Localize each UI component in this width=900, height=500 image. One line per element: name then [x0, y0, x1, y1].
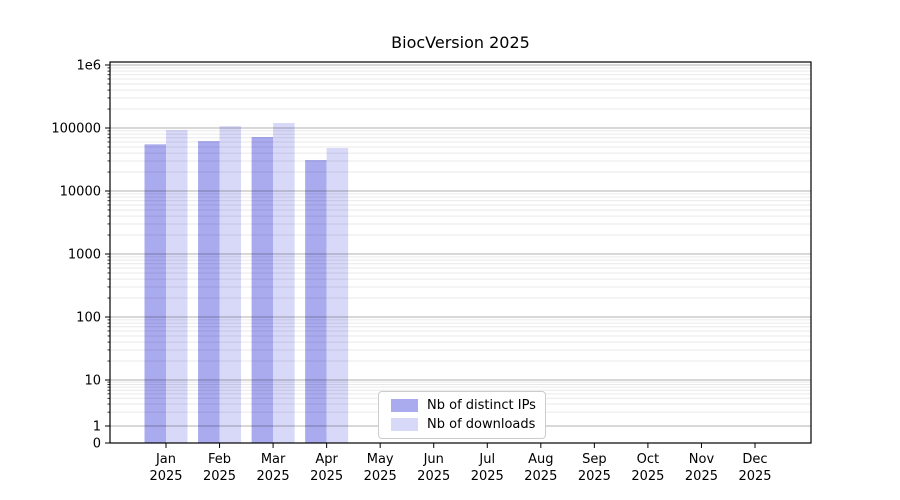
- y-tick-label: 1: [93, 420, 101, 435]
- y-tick-label: 100: [76, 311, 101, 326]
- legend-item-downloads: Nb of downloads: [391, 417, 537, 432]
- bar-downloads-feb: [219, 126, 242, 444]
- x-tick-label-year: 2025: [524, 469, 557, 484]
- x-tick-label-month: Mar: [261, 452, 286, 467]
- x-tick-label-month: Sep: [582, 452, 607, 467]
- legend-item-distinct-ips: Nb of distinct IPs: [391, 398, 537, 413]
- bar-downloads-apr: [326, 148, 349, 444]
- x-tick-label-month: Aug: [528, 452, 553, 467]
- legend-swatch-downloads: [391, 418, 418, 431]
- plot-border: [109, 61, 812, 444]
- x-tick-label-month: May: [367, 452, 394, 467]
- y-tick-label: 1e6: [76, 59, 101, 74]
- x-tick-label-year: 2025: [310, 469, 343, 484]
- x-tick-label-year: 2025: [631, 469, 664, 484]
- x-tick-label-year: 2025: [738, 469, 771, 484]
- x-tick-label-year: 2025: [471, 469, 504, 484]
- x-tick-label-year: 2025: [417, 469, 450, 484]
- x-tick-label-year: 2025: [685, 469, 718, 484]
- y-tick-label: 100000: [51, 122, 101, 137]
- x-tick-label-month: Oct: [637, 452, 659, 467]
- legend-swatch-distinct-ips: [391, 399, 418, 412]
- bar-distinct-ips-jan: [144, 144, 166, 443]
- x-tick-label-year: 2025: [149, 469, 182, 484]
- bar-downloads-jan: [166, 129, 188, 443]
- x-tick-label-month: Jun: [423, 452, 444, 467]
- x-tick-label-month: Jul: [478, 452, 495, 467]
- x-tick-label-month: Nov: [689, 452, 715, 467]
- x-tick-label-year: 2025: [203, 469, 236, 484]
- legend-label-downloads: Nb of downloads: [427, 417, 536, 432]
- x-tick-label-month: Jan: [155, 452, 176, 467]
- x-tick-label-year: 2025: [364, 469, 397, 484]
- bar-distinct-ips-mar: [251, 136, 274, 444]
- bar-distinct-ips-feb: [198, 141, 220, 443]
- x-tick-label-month: Dec: [742, 452, 767, 467]
- legend-label-distinct-ips: Nb of distinct IPs: [427, 398, 536, 413]
- bar-downloads-mar: [273, 123, 295, 443]
- y-tick-label: 0: [93, 437, 101, 452]
- y-tick-label: 10000: [60, 185, 101, 200]
- bar-distinct-ips-apr: [305, 160, 327, 443]
- x-tick-label-month: Feb: [208, 452, 231, 467]
- legend: Nb of distinct IPs Nb of downloads: [378, 391, 546, 439]
- x-tick-label-month: Apr: [315, 452, 338, 467]
- y-tick-label: 1000: [68, 248, 101, 263]
- x-tick-label-year: 2025: [257, 469, 290, 484]
- x-tick-label-year: 2025: [578, 469, 611, 484]
- y-tick-label: 10: [84, 374, 101, 389]
- chart-title: BiocVersion 2025: [391, 33, 530, 52]
